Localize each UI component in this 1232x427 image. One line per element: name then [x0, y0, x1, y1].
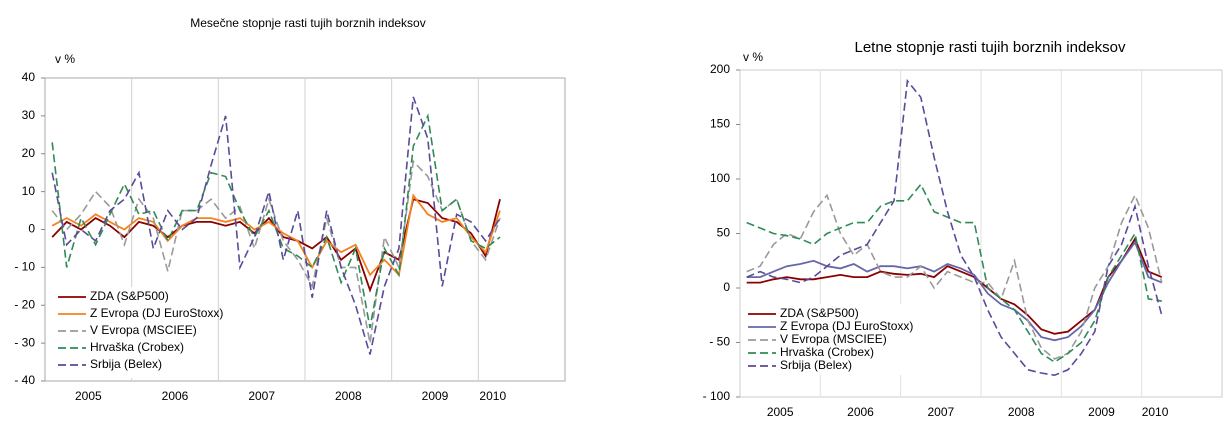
- y-tick-label: 20: [22, 146, 36, 160]
- x-tick-label: 2008: [335, 389, 362, 403]
- series-line: [746, 240, 1163, 342]
- y-tick-label: - 30: [14, 335, 35, 349]
- legend-label: Srbija (Belex): [90, 357, 162, 371]
- y-tick-label: 10: [22, 184, 36, 198]
- x-tick-label: 2007: [927, 405, 954, 419]
- y-tick-label: 0: [723, 280, 730, 294]
- y-tick-label: 200: [710, 62, 730, 76]
- x-tick-label: 2008: [1008, 405, 1035, 419]
- series-line: [51, 198, 501, 293]
- series-line: [746, 182, 1162, 364]
- series-line: [746, 78, 1163, 377]
- x-tick-label: 2009: [1088, 405, 1115, 419]
- legend-label: Z Evropa (DJ EuroStoxx): [90, 306, 223, 320]
- chart-title: Letne stopnje rasti tujih borznih indeks…: [855, 39, 1126, 56]
- y-tick-label: 50: [717, 226, 731, 240]
- series-line: [51, 159, 501, 344]
- y-tick-label: 150: [710, 117, 730, 131]
- legend-label: Hrvaška (Crobex): [90, 340, 184, 354]
- chart-title: Mesečne stopnje rasti tujih borznih inde…: [190, 16, 425, 30]
- legend-label: V Evropa (MSCIEE): [780, 332, 887, 346]
- x-tick-label: 2010: [1142, 405, 1169, 419]
- y-axis-label: v %: [55, 52, 75, 66]
- y-tick-label: 40: [22, 70, 36, 84]
- legend-label: ZDA (S&P500): [780, 306, 859, 320]
- y-tick-label: - 40: [14, 373, 35, 387]
- legend-label: Srbija (Belex): [780, 358, 852, 372]
- y-tick-label: 100: [710, 171, 730, 185]
- y-tick-label: - 20: [14, 297, 35, 311]
- legend-label: V Evropa (MSCIEE): [90, 323, 197, 337]
- legend-box: [52, 287, 202, 378]
- series-line: [746, 193, 1163, 360]
- x-tick-label: 2006: [162, 389, 189, 403]
- x-tick-label: 2006: [847, 405, 874, 419]
- y-tick-label: - 100: [703, 389, 731, 403]
- x-tick-label: 2007: [248, 389, 275, 403]
- y-tick-label: 30: [22, 108, 36, 122]
- y-tick-label: 0: [28, 222, 35, 236]
- legend-label: Z Evropa (DJ EuroStoxx): [780, 319, 913, 333]
- x-tick-label: 2005: [75, 389, 102, 403]
- y-tick-label: - 50: [709, 335, 730, 349]
- x-tick-label: 2010: [479, 389, 506, 403]
- y-axis-label: v %: [743, 50, 763, 64]
- y-tick-label: - 10: [14, 260, 35, 274]
- x-tick-label: 2009: [422, 389, 449, 403]
- legend-label: Hrvaška (Crobex): [780, 345, 874, 359]
- series-line: [51, 96, 501, 355]
- legend-label: ZDA (S&P500): [90, 289, 169, 303]
- x-tick-label: 2005: [767, 405, 794, 419]
